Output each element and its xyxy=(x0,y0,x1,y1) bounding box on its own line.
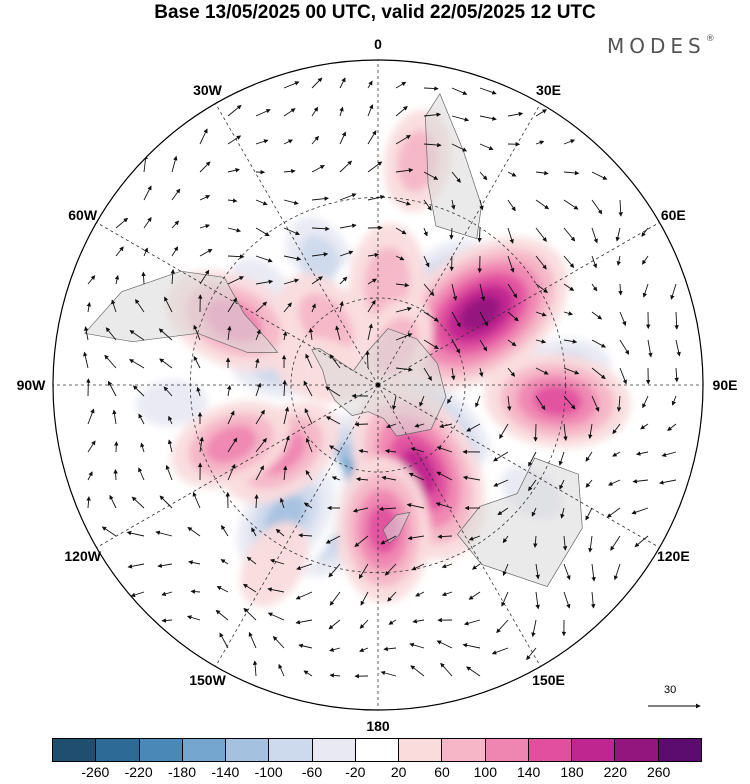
wind-arrow xyxy=(116,442,117,452)
lon-label-90w: 90W xyxy=(17,377,46,393)
lon-label-60e: 60E xyxy=(661,207,686,223)
colorbar-swatch xyxy=(182,739,225,761)
colorbar xyxy=(52,738,702,762)
colorbar-swatch xyxy=(139,739,182,761)
wind-arrow xyxy=(355,424,368,425)
colorbar-tick-label: 260 xyxy=(647,764,670,780)
colorbar-swatch xyxy=(528,739,571,761)
colorbar-swatch xyxy=(485,739,528,761)
colorbar-tick-label: 140 xyxy=(517,764,540,780)
colorbar-swatch xyxy=(53,739,95,761)
colorbar-swatch xyxy=(658,739,701,761)
lon-label-120e: 120E xyxy=(657,548,690,564)
colorbar-tick-label: 60 xyxy=(434,764,450,780)
wind-arrow xyxy=(115,470,116,480)
colorbar-swatch xyxy=(312,739,355,761)
lon-label-180: 180 xyxy=(366,718,389,734)
lon-label-0: 0 xyxy=(374,36,382,52)
colorbar-tick-label: -140 xyxy=(211,764,239,780)
colorbar-tick-label: -20 xyxy=(345,764,365,780)
colorbar-tick-label: 100 xyxy=(474,764,497,780)
lon-label-120w: 120W xyxy=(64,548,101,564)
colorbar-tick-label: -260 xyxy=(81,764,109,780)
south-pole-marker xyxy=(376,383,380,387)
lon-label-30w: 30W xyxy=(193,82,222,98)
wind-arrow xyxy=(479,228,480,242)
colorbar-tick-label: -180 xyxy=(168,764,196,780)
reference-vector-label: 30 xyxy=(664,684,676,696)
colorbar-tick-label: -100 xyxy=(255,764,283,780)
colorbar-tick-label: -60 xyxy=(302,764,322,780)
wind-arrow xyxy=(367,351,368,368)
lon-label-90e: 90E xyxy=(713,377,738,393)
colorbar-tick-label: -220 xyxy=(125,764,153,780)
colorbar-swatch xyxy=(614,739,657,761)
lon-label-150e: 150E xyxy=(532,672,565,688)
colorbar-swatch xyxy=(95,739,138,761)
colorbar-tick-label: 20 xyxy=(391,764,407,780)
reference-vector-arrow xyxy=(646,700,706,712)
colorbar-swatch xyxy=(441,739,484,761)
colorbar-ticks: -260 -220 -180 -140 -100 -60 -20 20 60 100 140 180 2… xyxy=(0,764,750,784)
colorbar-swatch xyxy=(571,739,614,761)
colorbar-swatch xyxy=(268,739,311,761)
colorbar-swatch xyxy=(398,739,441,761)
colorbar-swatch xyxy=(225,739,268,761)
colorbar-tick-label: 220 xyxy=(604,764,627,780)
lon-label-60w: 60W xyxy=(68,207,97,223)
lon-label-150w: 150W xyxy=(189,672,226,688)
wind-arrow xyxy=(536,424,537,441)
colorbar-swatch xyxy=(355,739,398,761)
colorbar-tick-label: 180 xyxy=(560,764,583,780)
lon-label-30e: 30E xyxy=(536,82,561,98)
